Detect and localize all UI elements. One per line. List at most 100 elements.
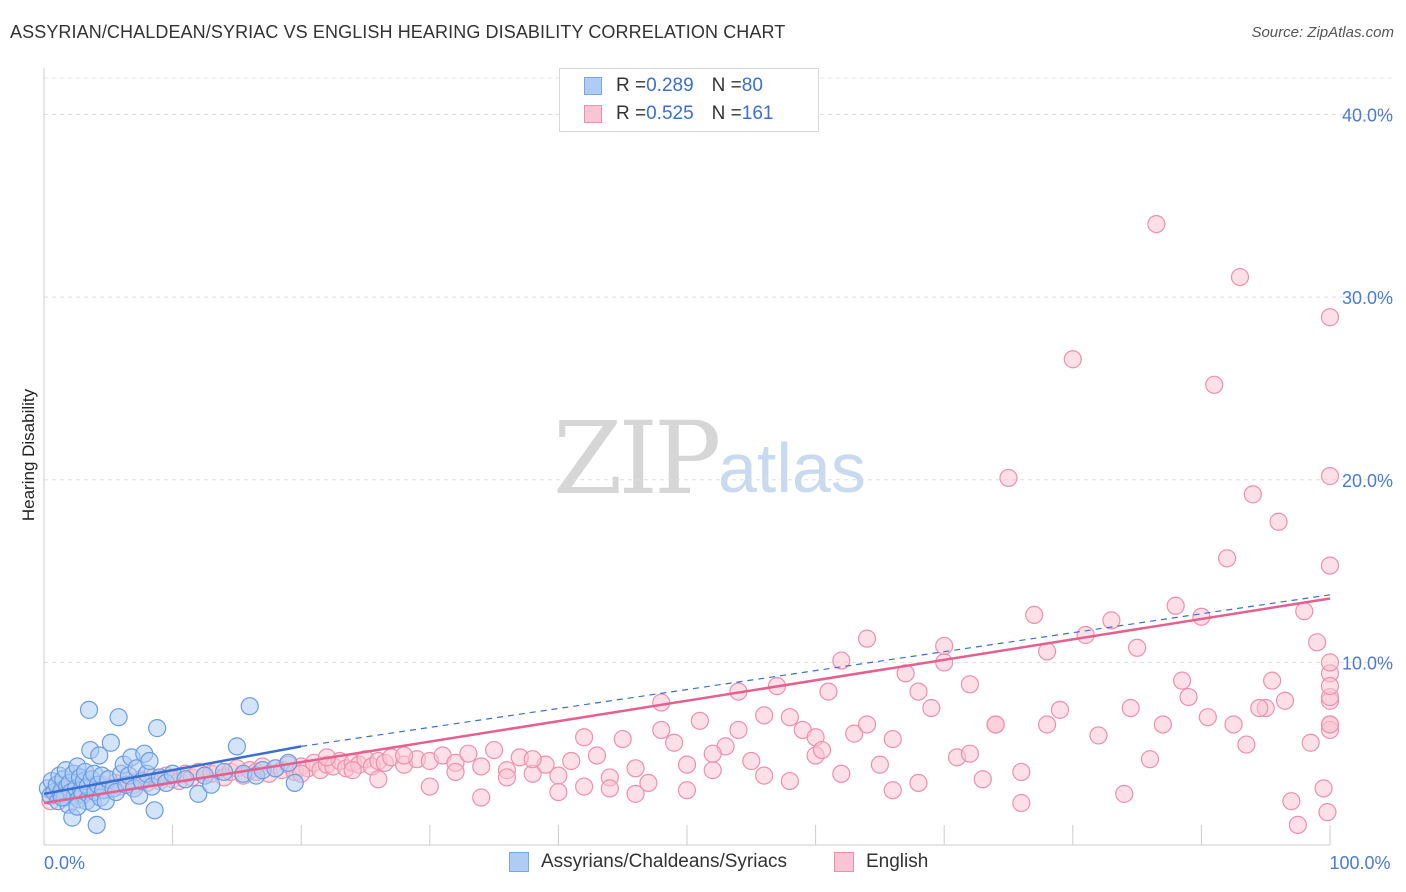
data-point: [780, 771, 799, 791]
data-point: [999, 468, 1018, 488]
data-point: [600, 779, 619, 798]
data-point: [109, 708, 128, 727]
data-point: [145, 801, 164, 820]
data-point: [626, 784, 645, 803]
data-point: [960, 744, 980, 763]
data-point: [1025, 605, 1044, 625]
legend-label-english: English: [866, 851, 929, 872]
data-point: [1121, 698, 1140, 718]
data-point: [189, 784, 208, 803]
data-point: [909, 773, 928, 793]
data-point: [549, 766, 568, 785]
data-point: [1205, 375, 1224, 394]
data-point: [472, 757, 491, 776]
legend-swatch-english: [834, 852, 854, 872]
data-point: [652, 693, 671, 712]
data-point: [1295, 602, 1314, 621]
data-point: [343, 761, 362, 780]
legend-r-label: R =: [616, 75, 647, 96]
data-point: [240, 697, 259, 716]
data-point: [549, 782, 568, 802]
data-point: [1314, 779, 1333, 798]
y-tick-label: 40.0%: [1342, 106, 1393, 126]
data-point: [1012, 793, 1031, 813]
legend-n-value: 161: [741, 103, 774, 124]
data-point: [87, 815, 106, 835]
data-point: [497, 768, 517, 787]
grid-lines: [44, 77, 1392, 663]
legend-r-label: R =: [616, 103, 647, 124]
data-point: [575, 728, 594, 747]
data-point: [909, 682, 928, 701]
trend-line-assyrians: [43, 745, 302, 796]
data-point: [1269, 512, 1288, 531]
data-point: [1166, 596, 1185, 615]
data-point: [665, 733, 684, 752]
data-point: [472, 788, 491, 807]
data-point: [523, 750, 542, 769]
data-point: [148, 719, 167, 738]
data-point: [1301, 733, 1320, 752]
data-point: [1230, 267, 1250, 287]
data-point: [1320, 467, 1340, 486]
data-point: [883, 729, 902, 749]
data-point: [1320, 308, 1340, 327]
data-point: [575, 777, 594, 796]
legend-item-english: English: [834, 851, 928, 873]
data-point: [613, 729, 632, 749]
data-point: [1250, 698, 1269, 718]
data-point: [690, 711, 709, 730]
data-point: [79, 700, 99, 719]
legend-n-label: N =: [711, 75, 742, 96]
series-legend: Assyrians/Chaldeans/Syriacs English: [0, 851, 1406, 879]
data-point: [677, 755, 697, 774]
data-point: [90, 746, 109, 765]
data-point: [832, 651, 851, 670]
x-tick-label: 100.0%: [1329, 853, 1390, 873]
data-point: [755, 766, 774, 785]
data-point: [214, 762, 234, 782]
data-point: [639, 773, 658, 793]
data-point: [832, 764, 851, 783]
y-axis-label: Hearing Disability: [19, 388, 38, 521]
data-point: [459, 744, 478, 763]
legend-r-value: 0.525: [646, 103, 694, 124]
data-point: [1147, 214, 1166, 234]
data-point: [1320, 556, 1340, 575]
data-point: [68, 797, 87, 816]
data-point: [1102, 611, 1121, 630]
data-point: [1037, 715, 1057, 734]
trend-lines: [43, 594, 1331, 805]
data-point: [1198, 708, 1217, 727]
legend-item-assyrians: Assyrians/Chaldeans/Syriacs: [509, 851, 787, 873]
watermark-atlas: atlas: [718, 429, 866, 507]
y-tick-label: 20.0%: [1342, 471, 1393, 491]
legend-n-value: 80: [741, 75, 763, 96]
data-point: [1318, 803, 1337, 822]
data-point: [140, 751, 159, 771]
data-point: [1275, 691, 1295, 710]
data-point: [369, 770, 388, 789]
data-point: [883, 781, 902, 800]
legend-label-assyrians: Assyrians/Chaldeans/Syriacs: [541, 851, 788, 872]
data-point: [1140, 750, 1160, 769]
data-point: [1263, 671, 1282, 690]
data-point: [1288, 815, 1307, 835]
data-point: [857, 629, 877, 648]
chart-title: ASSYRIAN/CHALDEAN/SYRIAC VS ENGLISH HEAR…: [10, 22, 786, 42]
x-tick-label: 0.0%: [44, 853, 85, 873]
data-point: [1320, 653, 1340, 672]
axes: [43, 68, 1331, 846]
data-point: [729, 720, 748, 740]
data-point: [285, 773, 304, 793]
data-point: [562, 751, 581, 771]
data-point: [1173, 671, 1192, 690]
data-point: [812, 740, 832, 760]
legend-row-english: R = 0.525 N = 161: [584, 103, 773, 125]
data-point: [870, 755, 890, 774]
data-point: [703, 761, 722, 780]
data-point: [227, 737, 246, 756]
data-point: [1308, 633, 1327, 652]
legend-row-assyrians: R = 0.289 N = 80: [584, 75, 763, 97]
